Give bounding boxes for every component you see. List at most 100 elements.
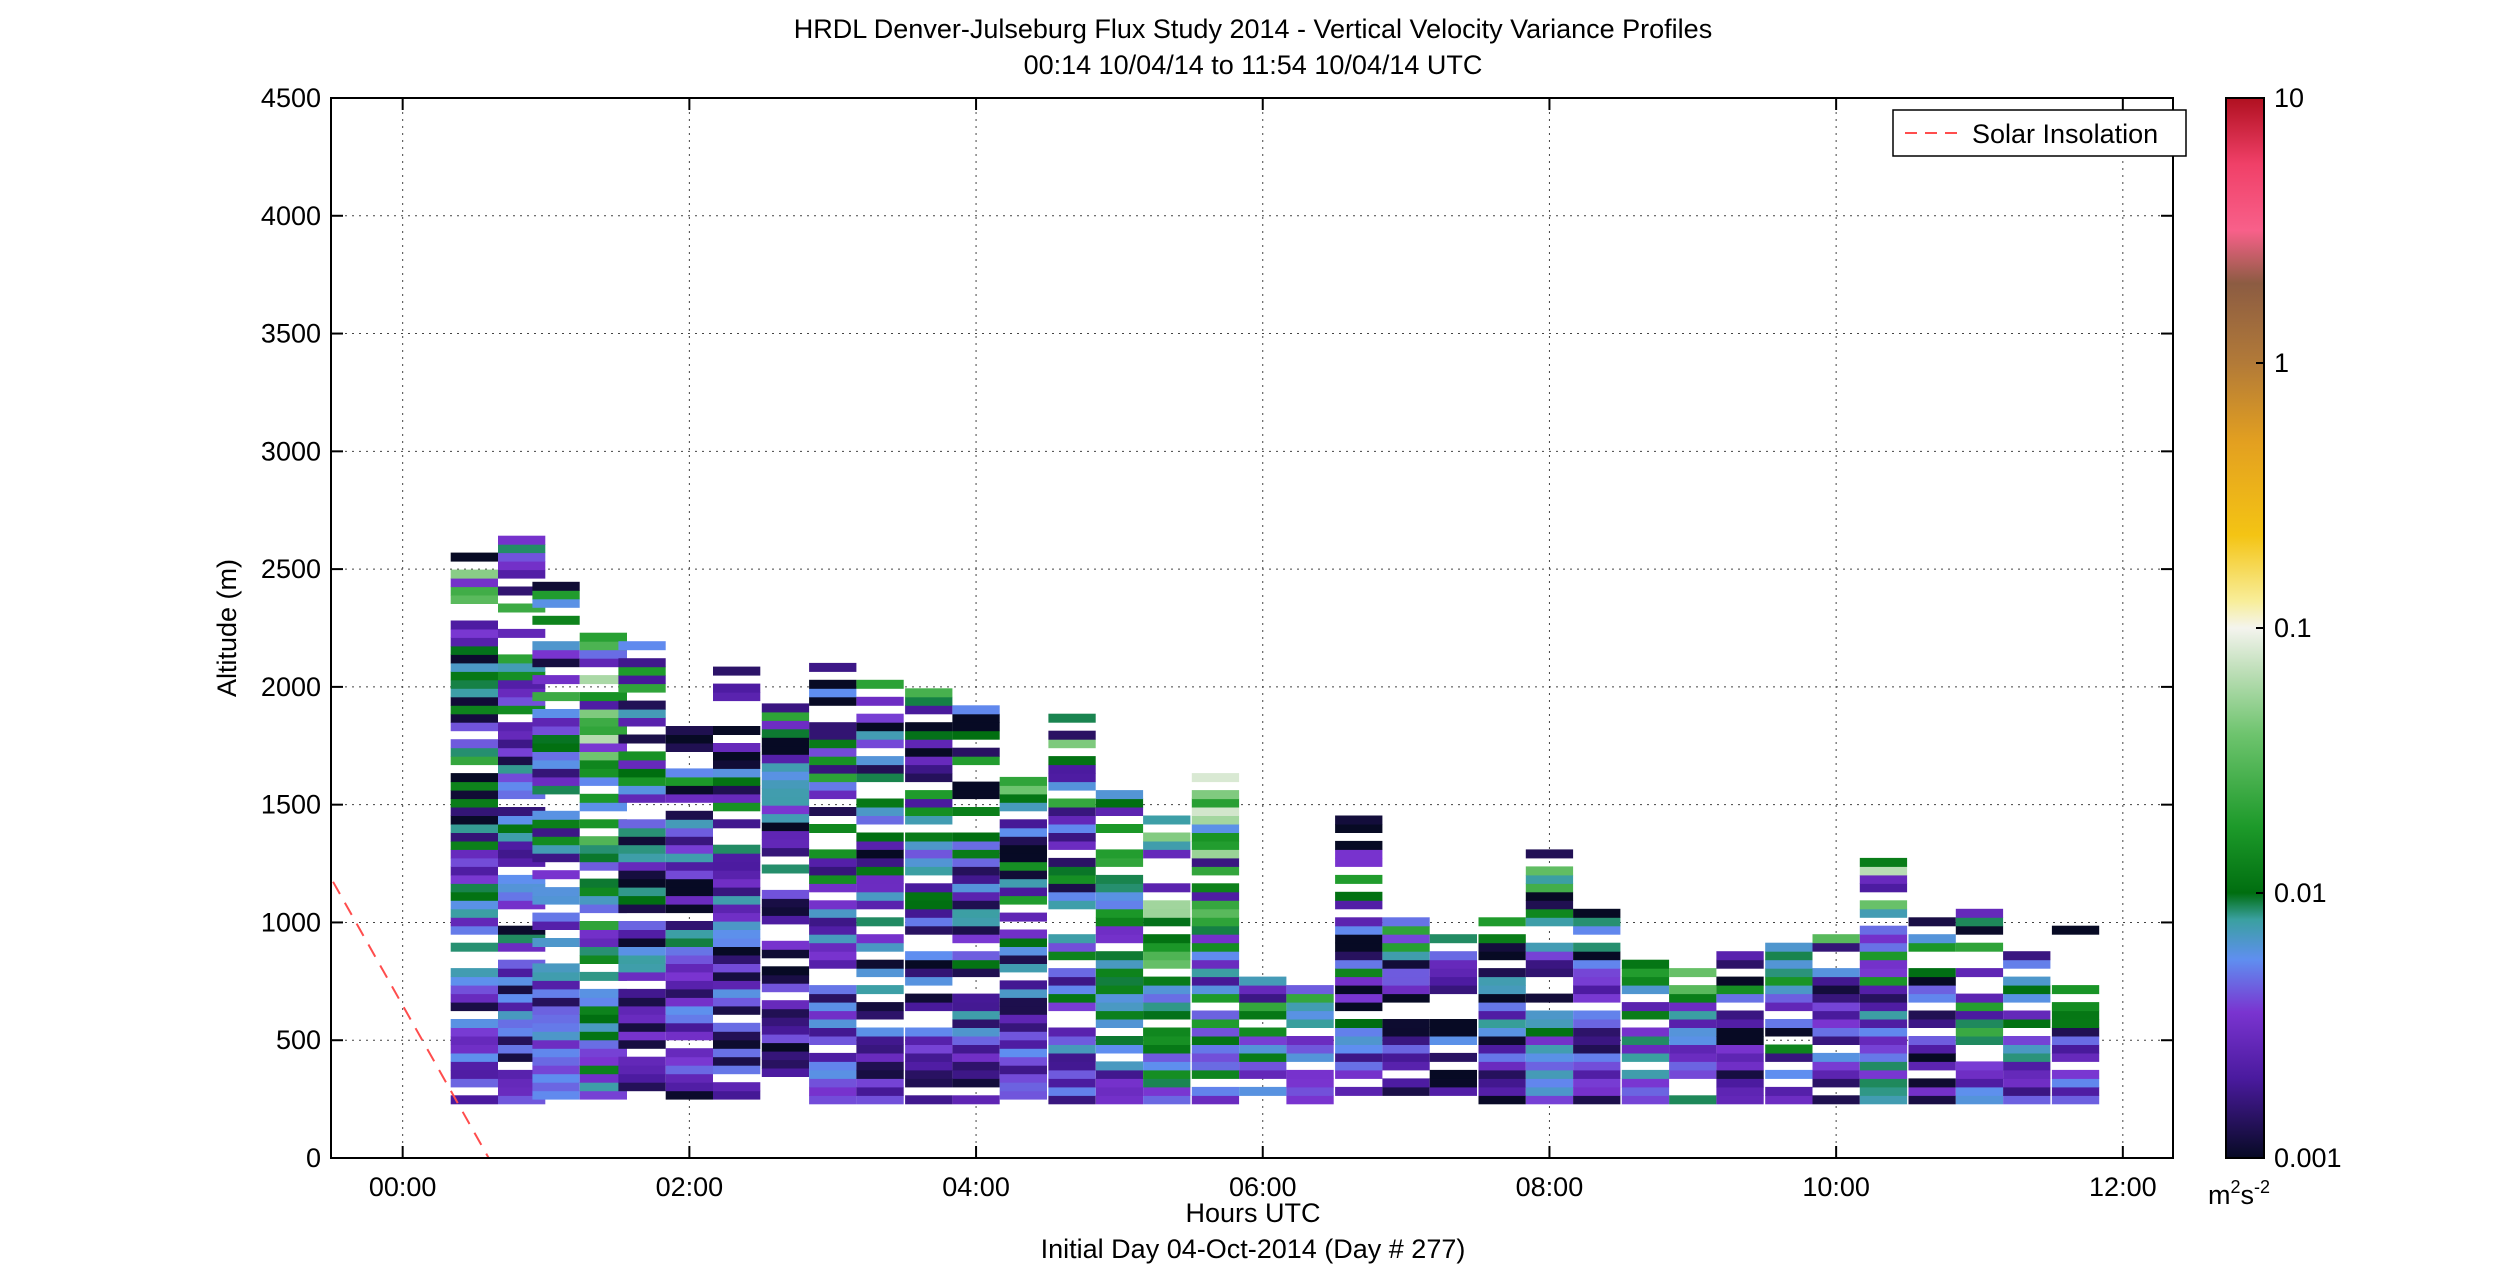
variance-cell (1382, 1019, 1430, 1028)
variance-cell (665, 988, 713, 998)
variance-cell (1908, 1052, 1956, 1062)
solar-insolation-line (331, 876, 490, 1158)
colorbar: 0.001 0.01 0.1 1 10 m2s-2 (2208, 83, 2342, 1210)
variance-cell (1048, 891, 1096, 901)
variance-cell (1621, 976, 1670, 986)
variance-cell (1143, 1002, 1191, 1012)
variance-cell (713, 1031, 761, 1041)
variance-cell (1335, 951, 1383, 961)
variance-cell (1478, 1044, 1526, 1054)
variance-cell (713, 751, 761, 761)
variance-cell (2051, 1019, 2100, 1028)
variance-cell (713, 666, 761, 676)
variance-cell (1191, 840, 1240, 850)
variance-cell (952, 883, 1000, 893)
variance-cell (498, 654, 546, 664)
variance-cell (618, 1014, 666, 1024)
variance-cell (952, 874, 1000, 884)
variance-cell (856, 891, 904, 901)
variance-cell (618, 1031, 666, 1041)
variance-cell (579, 929, 627, 939)
variance-cell (2051, 1027, 2100, 1037)
variance-cell (579, 675, 627, 685)
variance-cell (1048, 781, 1096, 791)
variance-cell (450, 824, 498, 833)
variance-cell (999, 776, 1047, 786)
variance-cell (809, 824, 857, 833)
variance-cell (761, 728, 810, 738)
variance-cell (579, 751, 627, 761)
variance-cell (1095, 857, 1144, 867)
variance-cell (498, 993, 546, 1003)
y-tick-label: 1000 (261, 907, 321, 937)
variance-cell (1048, 1095, 1096, 1105)
variance-cell (450, 662, 498, 672)
variance-cell (761, 983, 810, 993)
variance-cell (1191, 815, 1240, 825)
variance-cell (999, 878, 1047, 888)
variance-cell (1335, 934, 1383, 944)
variance-cell (1955, 908, 2004, 918)
variance-cell (1429, 1078, 1477, 1088)
variance-cell (1335, 1044, 1383, 1054)
variance-cell (1812, 985, 1860, 995)
variance-cell (1765, 959, 1813, 969)
variance-cell (999, 895, 1047, 905)
variance-cell (532, 598, 580, 608)
variance-cell (1716, 993, 1764, 1003)
variance-cell (1478, 1002, 1526, 1012)
variance-cell (856, 773, 904, 783)
variance-cell (450, 908, 498, 918)
variance-cell (713, 904, 761, 914)
variance-cell (1859, 1078, 1908, 1088)
variance-cell (1573, 1095, 1621, 1105)
variance-cell (1048, 773, 1096, 783)
variance-cell (450, 781, 498, 791)
variance-cell (665, 921, 713, 930)
variance-cell (498, 985, 546, 995)
variance-cell (532, 810, 580, 820)
variance-cell (1765, 968, 1813, 978)
variance-cell (1908, 1044, 1956, 1054)
variance-cell (618, 921, 666, 930)
x-axis-sublabel: Initial Day 04-Oct-2014 (Day # 277) (1041, 1234, 1466, 1264)
variance-cell (1908, 934, 1956, 944)
variance-cell (450, 883, 498, 893)
variance-cell (1573, 1078, 1621, 1088)
variance-cell (1095, 925, 1144, 935)
variance-cell (1716, 1069, 1764, 1079)
variance-cell (1335, 959, 1383, 969)
variance-cell (1048, 968, 1096, 978)
variance-cell (1143, 900, 1191, 910)
variance-cell (999, 836, 1047, 846)
variance-cell (1955, 1061, 2004, 1071)
variance-cell (1621, 1095, 1670, 1105)
variance-cell (1573, 1010, 1621, 1020)
variance-cell (665, 1073, 713, 1083)
variance-cell (498, 662, 546, 672)
variance-cell (450, 891, 498, 901)
colorbar-tick-label: 1 (2274, 348, 2289, 378)
variance-cell (952, 1078, 1000, 1088)
variance-cell (1908, 917, 1956, 927)
variance-cell (1525, 908, 1574, 918)
variance-cell (905, 705, 953, 715)
variance-cell (999, 1073, 1047, 1083)
variance-cell (1048, 934, 1096, 944)
variance-cell (1143, 815, 1191, 825)
variance-cell (579, 726, 627, 735)
y-axis-ticks: 0 500 1000 1500 2000 2500 3000 3500 4000 4500 (261, 83, 2173, 1173)
variance-cell (450, 705, 498, 715)
variance-cell (618, 955, 666, 964)
variance-cell (1095, 891, 1144, 901)
variance-cell (1908, 993, 1956, 1003)
variance-cell (999, 844, 1047, 854)
variance-cell (1812, 1027, 1860, 1037)
variance-cell (1621, 1010, 1670, 1020)
variance-cell (2051, 1036, 2100, 1045)
variance-cell (1859, 1027, 1908, 1037)
variance-cell (532, 785, 580, 795)
variance-cell (1335, 1052, 1383, 1062)
variance-cell (532, 938, 580, 947)
variance-cell (498, 603, 546, 613)
